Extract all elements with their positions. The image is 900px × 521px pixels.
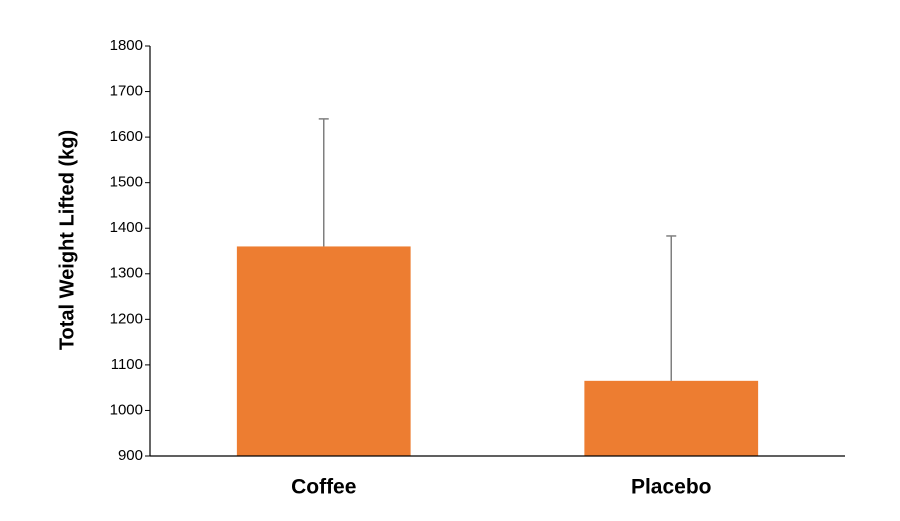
y-tick-label: 1300: [110, 265, 143, 282]
error-bar: [666, 235, 677, 381]
error-bar: [318, 118, 329, 247]
y-axis-label: Total Weight Lifted (kg): [56, 130, 78, 350]
y-tick-label: 1000: [110, 401, 143, 418]
bar: [236, 246, 411, 456]
y-tick-label: 1400: [110, 219, 143, 236]
y-tick-label: 1700: [110, 83, 143, 100]
y-tick-label: 1500: [110, 174, 143, 191]
y-tick-label: 1800: [110, 37, 143, 54]
y-tick-label: 1600: [110, 128, 143, 145]
y-tick-label: 900: [118, 447, 143, 464]
x-tick-label: Coffee: [291, 476, 356, 499]
x-tick-label: Placebo: [631, 476, 712, 499]
y-tick-label: 1200: [110, 310, 143, 327]
y-tick-label: 1100: [111, 356, 143, 373]
bar: [584, 380, 759, 456]
